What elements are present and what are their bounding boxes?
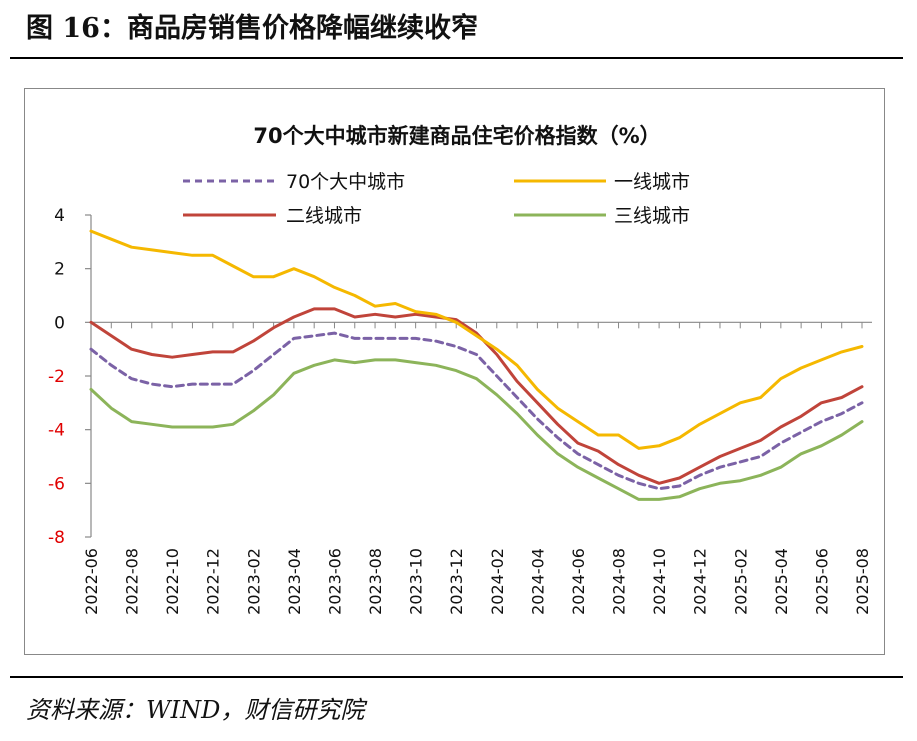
top-rule [10, 57, 903, 59]
x-tick-label: 2024-06 [569, 548, 588, 615]
x-tick-label: 2023-04 [285, 548, 304, 615]
legend-label-tier1: 一线城市 [614, 171, 690, 193]
series-line-national [89, 331, 864, 491]
y-tick-label: 2 [54, 260, 65, 280]
y-tick-label: -2 [48, 367, 65, 387]
x-tick-label: 2023-12 [447, 548, 466, 615]
x-tick-label: 2022-08 [123, 548, 142, 615]
bottom-rule [10, 676, 903, 678]
x-tick-label: 2024-04 [528, 548, 547, 615]
chart-frame [24, 88, 885, 655]
x-tick-label: 2025-02 [731, 548, 750, 615]
legend-label-tier3: 三线城市 [614, 205, 690, 227]
x-tick-label: 2025-04 [772, 548, 791, 615]
y-tick-label: 0 [54, 313, 65, 333]
chart-title: 70个大中城市新建商品住宅价格指数（%） [253, 124, 660, 148]
y-tick-label: -6 [48, 474, 65, 494]
legend: 70个大中城市 一线城市 二线城市 三线城市 [183, 171, 690, 227]
x-tick-label: 2024-02 [488, 548, 507, 615]
figure-title: 图 16：商品房销售价格降幅继续收窄 [26, 13, 478, 44]
y-tick-label: -4 [48, 421, 65, 441]
x-tick-label: 2022-10 [163, 548, 182, 615]
x-tick-label: 2022-12 [204, 548, 223, 615]
x-tick-label: 2025-06 [812, 548, 831, 615]
series-line-tier2 [89, 307, 864, 485]
x-tick-label: 2023-08 [366, 548, 385, 615]
x-tick-label: 2024-08 [610, 548, 629, 615]
source-note: 资料来源：WIND，财信研究院 [26, 696, 365, 724]
axes: 4 2 0 -2 -4 -6 -8 2022-06 2022-08 2022-10 2022-12 2… [48, 206, 872, 615]
x-tick-label: 2023-02 [244, 548, 263, 615]
y-tick-label: 4 [54, 206, 65, 226]
series-line-tier3 [89, 358, 864, 501]
legend-label-tier2: 二线城市 [286, 205, 362, 227]
series-layer [89, 229, 864, 501]
legend-label-national: 70个大中城市 [286, 171, 405, 193]
x-tick-label: 2024-10 [650, 548, 669, 615]
x-tick-label: 2024-12 [691, 548, 710, 615]
x-tick-label: 2023-10 [407, 548, 426, 615]
y-tick-label: -8 [48, 528, 65, 548]
x-tick-label: 2025-08 [853, 548, 872, 615]
x-tick-label: 2023-06 [325, 548, 344, 615]
x-tick-label: 2022-06 [82, 548, 101, 615]
series-line-tier1 [89, 229, 864, 450]
